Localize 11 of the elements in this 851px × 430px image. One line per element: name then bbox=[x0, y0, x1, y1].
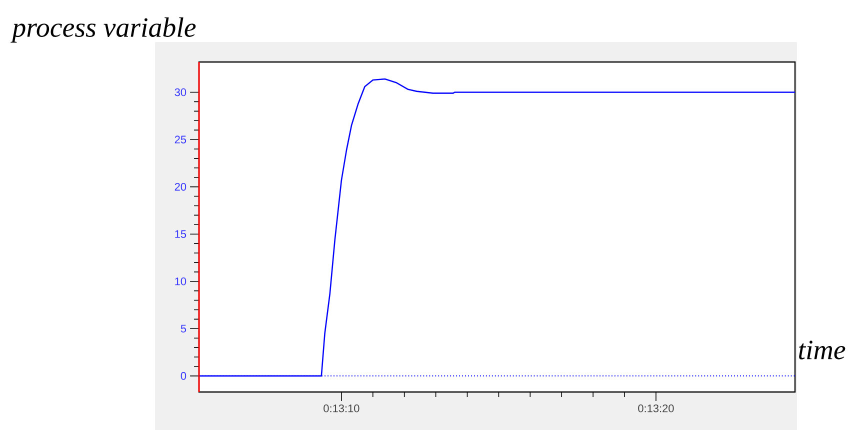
y-tick-label: 10 bbox=[175, 278, 186, 286]
y-tick-label: 15 bbox=[175, 230, 186, 238]
y-tick-label: 25 bbox=[174, 136, 186, 144]
y-tick-label: 30 bbox=[174, 88, 186, 96]
x-tick-label: 0:13:10 bbox=[324, 404, 360, 412]
x-axis-title: time bbox=[799, 340, 846, 360]
y-tick-label: 20 bbox=[174, 182, 186, 191]
y-tick-label: 5 bbox=[180, 324, 186, 332]
x-tick-label: 0:13:20 bbox=[638, 404, 674, 412]
y-tick-label: 0 bbox=[180, 372, 186, 380]
y-axis-title: process variable bbox=[10, 17, 196, 43]
